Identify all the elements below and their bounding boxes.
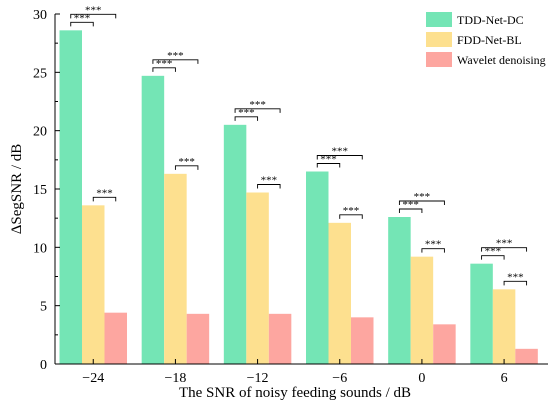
bar-wavelet-denoising-0 <box>104 312 127 364</box>
x-tick-label: 6 <box>501 371 508 386</box>
sig-4-tdd-vs-fdd-label: *** <box>402 199 419 211</box>
sig-0-tdd-vs-wavelet-bracket <box>70 13 117 19</box>
bar-fdd-net-bl-4 <box>410 256 434 364</box>
sig-1-tdd-vs-wavelet-label: *** <box>167 50 184 62</box>
bars-layer <box>59 30 538 365</box>
bar-fdd-net-bl-1 <box>164 173 187 364</box>
sig-5-fdd-vs-wavelet-label: *** <box>507 271 524 283</box>
sig-1-tdd-vs-fdd-label: *** <box>156 58 173 70</box>
sig-1-fdd-vs-wavelet-label: *** <box>178 156 195 168</box>
sig-4-fdd-vs-wavelet-label: *** <box>425 239 442 251</box>
sig-3-fdd-vs-wavelet-bracket <box>339 214 363 219</box>
bar-tdd-net-dc-0 <box>59 30 82 365</box>
bar-tdd-net-dc-3 <box>306 171 329 364</box>
sig-5-tdd-vs-fdd-bracket <box>481 255 505 260</box>
bar-tdd-net-dc-5 <box>470 263 493 364</box>
sig-0-tdd-vs-fdd-label: *** <box>74 12 91 24</box>
significance-layer: ************************************ ****… <box>70 4 528 286</box>
sig-2-tdd-vs-fdd-bracket <box>234 116 259 121</box>
sig-3-fdd-vs-wavelet-label: *** <box>343 205 360 217</box>
x-tick-label: −12 <box>247 371 269 386</box>
sig-3-tdd-vs-fdd-label: *** <box>320 154 337 166</box>
bar-wavelet-denoising-1 <box>186 313 210 364</box>
sig-2-tdd-vs-fdd-label: *** <box>238 107 255 119</box>
y-tick-label: 25 <box>33 66 47 81</box>
sig-0-fdd-vs-wavelet-label: *** <box>96 187 113 199</box>
sig-0-tdd-vs-wavelet-label: *** <box>85 4 102 16</box>
sig-2-tdd-vs-wavelet-label: *** <box>249 99 266 111</box>
sig-2-tdd-vs-wavelet-bracket <box>234 108 281 113</box>
bar-fdd-net-bl-5 <box>492 289 516 364</box>
legend: TDD-Net-DC FDD-Net-BL Wavelet denoising <box>426 12 546 67</box>
legend-label-wavelet-denoising: Wavelet denoising <box>457 53 546 67</box>
sig-5-tdd-vs-wavelet-label: *** <box>496 238 513 250</box>
x-tick-label: 0 <box>418 371 425 386</box>
bar-wavelet-denoising-5 <box>515 348 538 364</box>
sig-1-fdd-vs-wavelet-bracket <box>174 165 199 170</box>
legend-label-tdd-net-dc: TDD-Net-DC <box>457 13 524 27</box>
bar-wavelet-denoising-2 <box>268 313 292 364</box>
legend-swatch-tdd-net-dc <box>426 12 452 27</box>
bar-fdd-net-bl-0 <box>82 205 105 364</box>
sig-5-tdd-vs-wavelet-bracket <box>481 247 528 252</box>
y-tick-label: 10 <box>33 241 47 256</box>
y-tick-label: 5 <box>40 300 47 315</box>
sig-4-fdd-vs-wavelet-bracket <box>421 248 445 253</box>
sig-2-fdd-vs-wavelet-bracket <box>257 184 281 189</box>
y-tick-label: 15 <box>33 183 47 198</box>
y-tick-label: 20 <box>33 125 47 140</box>
bar-wavelet-denoising-4 <box>433 324 456 364</box>
bar-tdd-net-dc-2 <box>223 124 247 364</box>
y-tick-label: 0 <box>40 358 47 373</box>
x-tick-label: −6 <box>332 371 347 386</box>
sig-2-fdd-vs-wavelet-label: *** <box>261 175 278 187</box>
bar-fdd-net-bl-3 <box>328 222 351 364</box>
legend-label-fdd-net-bl: FDD-Net-BL <box>457 33 522 47</box>
y-tick-label: 30 <box>33 8 47 23</box>
sig-3-tdd-vs-wavelet-bracket <box>316 155 363 160</box>
sig-3-tdd-vs-fdd-bracket <box>316 163 341 168</box>
legend-swatch-wavelet-denoising <box>426 52 452 67</box>
bar-wavelet-denoising-3 <box>351 317 374 364</box>
x-ticks-layer: −24 −18 −12 −6 0 6 <box>82 359 508 386</box>
sig-4-tdd-vs-wavelet-label: *** <box>414 191 431 203</box>
bar-fdd-net-bl-2 <box>246 192 269 364</box>
y-ticks-layer: 0 5 10 15 20 25 30 <box>33 8 60 373</box>
sig-3-tdd-vs-wavelet-label: *** <box>332 146 349 158</box>
bar-tdd-net-dc-4 <box>388 217 411 364</box>
x-tick-label: −18 <box>164 371 186 386</box>
x-axis-title: The SNR of noisy feeding sounds / dB <box>179 385 411 401</box>
sig-1-tdd-vs-fdd-bracket <box>152 67 176 72</box>
sig-4-tdd-vs-fdd-bracket <box>398 208 423 213</box>
y-axis-title: ΔSegSNR / dB <box>9 144 25 235</box>
sig-4-tdd-vs-wavelet-bracket <box>398 200 445 205</box>
legend-swatch-fdd-net-bl <box>426 32 452 47</box>
sig-5-fdd-vs-wavelet-bracket <box>503 280 528 286</box>
sig-0-tdd-vs-fdd-bracket <box>70 21 94 27</box>
x-tick-label: −24 <box>82 371 104 386</box>
sig-0-fdd-vs-wavelet-bracket <box>92 196 117 202</box>
sig-1-tdd-vs-wavelet-bracket <box>152 59 199 64</box>
bar-tdd-net-dc-1 <box>141 75 165 364</box>
sig-5-tdd-vs-fdd-label: *** <box>485 246 502 258</box>
